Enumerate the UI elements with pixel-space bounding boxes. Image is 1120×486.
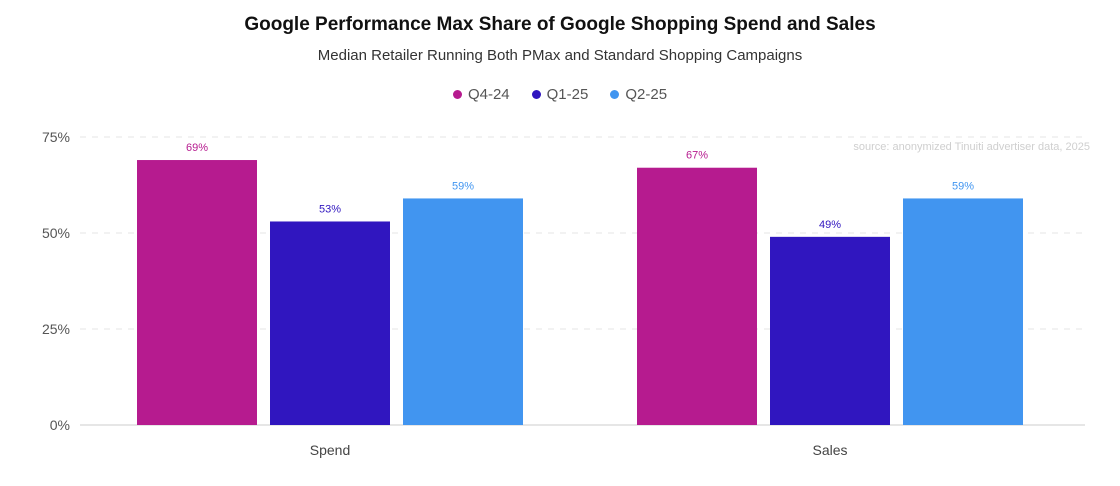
data-label: 59% xyxy=(952,180,974,192)
bar-spend-q2-25 xyxy=(403,198,523,425)
legend-item-q2-25[interactable]: Q2-25 xyxy=(610,86,667,103)
data-label: 69% xyxy=(186,142,208,154)
legend-swatch-q2-25 xyxy=(610,90,620,99)
bar-sales-q1-25 xyxy=(770,236,890,425)
legend-swatch-q1-25 xyxy=(531,90,541,99)
x-tick-label-sales: Sales xyxy=(812,442,847,458)
legend-swatch-q4-24 xyxy=(452,90,462,99)
bar-sales-q2-25 xyxy=(903,198,1023,425)
x-tick-label-spend: Spend xyxy=(310,442,350,458)
legend-label-q4-24: Q4-24 xyxy=(467,86,510,103)
legend-item-q4-24[interactable]: Q4-24 xyxy=(452,86,510,103)
legend-label-q1-25: Q1-25 xyxy=(546,86,589,103)
legend-label-q2-25: Q2-25 xyxy=(625,86,668,103)
bar-sales-q4-24 xyxy=(637,167,757,425)
data-label: 67% xyxy=(686,150,708,162)
bar-spend-q1-25 xyxy=(270,221,390,425)
legend-item-q1-25[interactable]: Q1-25 xyxy=(531,86,589,103)
data-label: 53% xyxy=(319,203,341,215)
y-tick-label: 25% xyxy=(42,321,70,337)
data-label: 49% xyxy=(819,219,841,231)
source-note: source: anonymized Tinuiti advertiser da… xyxy=(853,141,1090,153)
y-tick-label: 75% xyxy=(42,129,70,145)
chart-subtitle: Median Retailer Running Both PMax and St… xyxy=(317,47,803,64)
bar-spend-q4-24 xyxy=(137,160,257,426)
legend: Q4-24 Q1-25 Q2-25 xyxy=(0,86,1120,103)
data-label: 59% xyxy=(452,180,474,192)
y-tick-label: 50% xyxy=(42,225,70,241)
chart-title: Google Performance Max Share of Google S… xyxy=(244,14,876,35)
y-tick-label: 0% xyxy=(50,417,70,433)
